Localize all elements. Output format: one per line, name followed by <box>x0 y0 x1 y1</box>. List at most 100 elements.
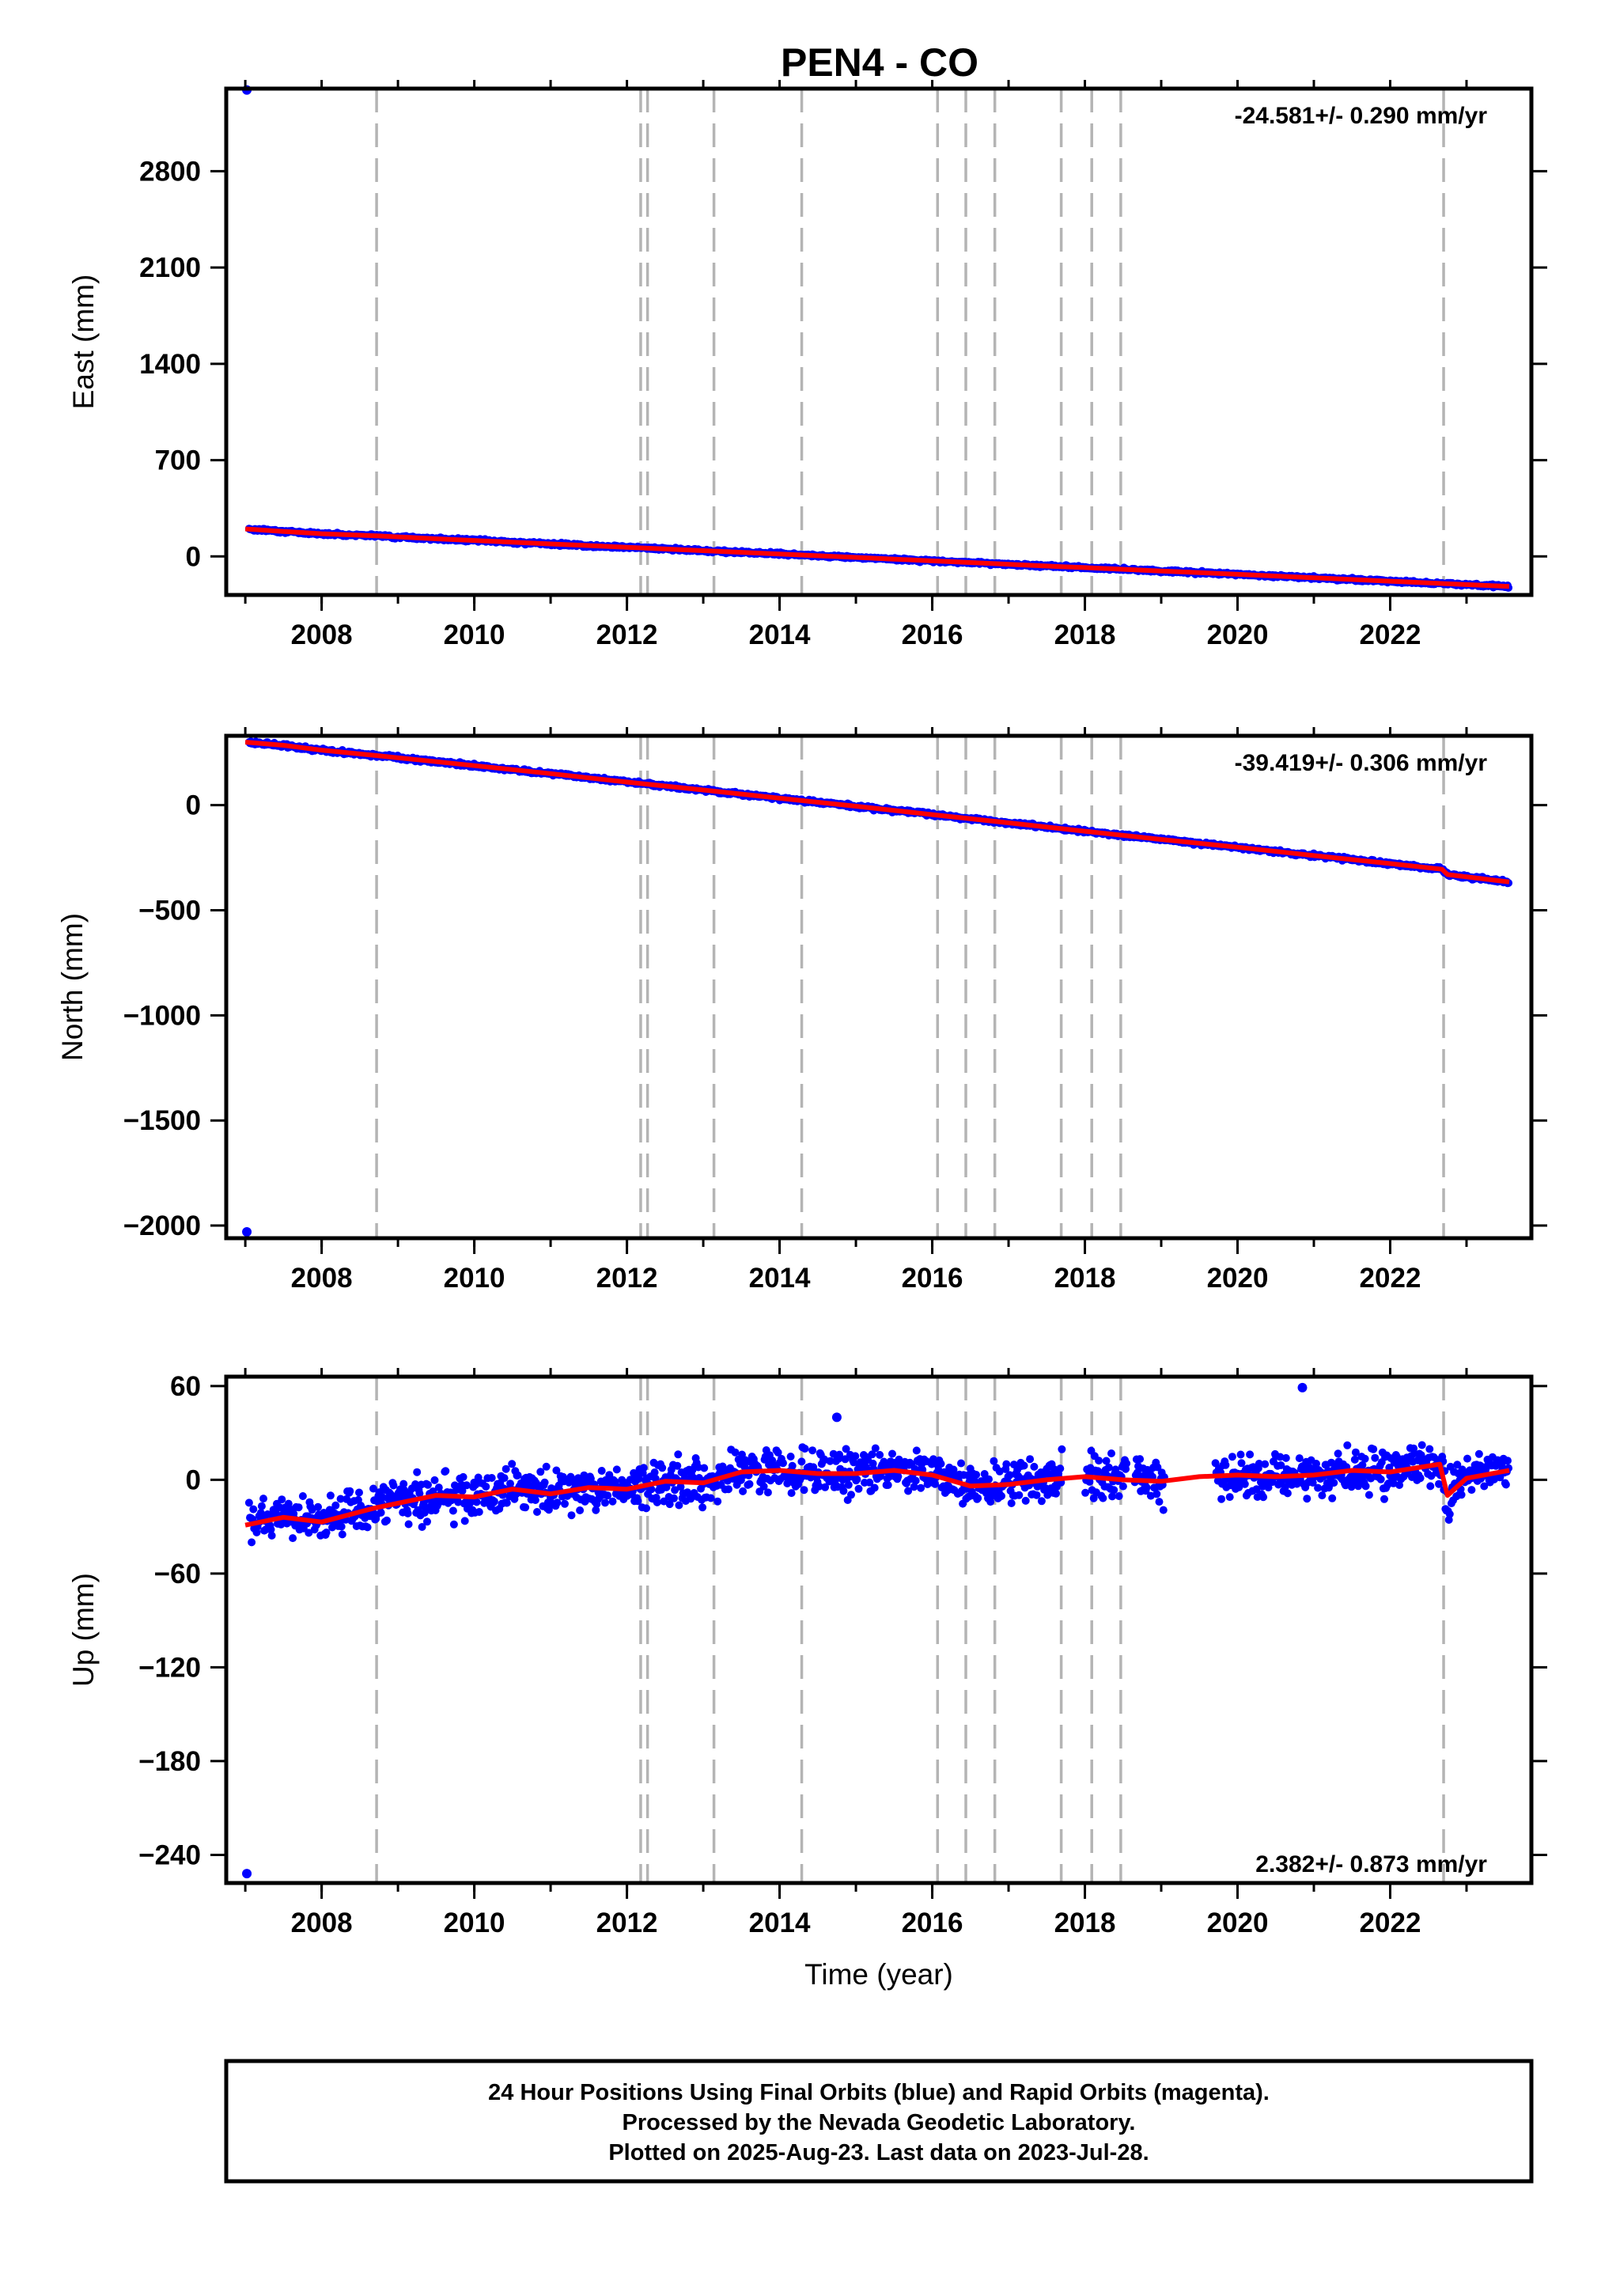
data-point <box>1122 1459 1131 1468</box>
x-tick-label: 2020 <box>1207 619 1269 650</box>
data-point <box>1155 1498 1164 1506</box>
data-point <box>676 1483 685 1491</box>
data-point <box>671 1486 679 1495</box>
data-point <box>513 1471 522 1480</box>
data-point <box>1425 1445 1434 1453</box>
x-tick-label: 2018 <box>1054 1908 1116 1938</box>
data-point <box>460 1517 469 1525</box>
y-tick-label: 0 <box>186 1464 201 1495</box>
x-tick-label: 2016 <box>902 1908 963 1938</box>
data-point <box>1389 1479 1398 1487</box>
data-point <box>1281 1483 1289 1491</box>
data-point <box>1015 1491 1024 1499</box>
data-point <box>536 1468 545 1476</box>
data-point <box>567 1511 576 1520</box>
data-point <box>604 1491 612 1500</box>
data-point <box>500 1474 509 1483</box>
data-point <box>931 1480 940 1488</box>
data-point <box>868 1450 876 1459</box>
data-point <box>842 1445 850 1453</box>
data-point <box>698 1503 707 1512</box>
data-point <box>363 1523 372 1532</box>
data-point <box>1343 1441 1352 1449</box>
data-point <box>284 1499 293 1508</box>
outlier-point <box>242 1227 252 1237</box>
data-point <box>1107 1449 1115 1457</box>
data-point <box>1030 1462 1039 1471</box>
data-point <box>1225 1493 1234 1502</box>
data-point <box>853 1475 861 1483</box>
data-point <box>972 1471 981 1479</box>
data-point <box>1246 1450 1255 1459</box>
data-point <box>1501 1480 1510 1489</box>
data-point <box>454 1498 463 1506</box>
data-point <box>876 1450 884 1459</box>
data-point <box>338 1530 346 1539</box>
y-tick-label: 60 <box>170 1371 201 1402</box>
data-point <box>404 1520 413 1529</box>
data-point <box>531 1496 539 1504</box>
data-point <box>586 1474 595 1483</box>
y-tick-label: −180 <box>138 1746 201 1777</box>
data-point <box>1085 1477 1094 1486</box>
data-point <box>553 1498 562 1507</box>
data-point <box>508 1460 517 1468</box>
x-tick-label: 2010 <box>444 1908 505 1938</box>
data-point <box>673 1461 682 1470</box>
data-point <box>665 1500 674 1509</box>
data-point <box>658 1464 667 1472</box>
data-point <box>912 1446 921 1455</box>
data-point <box>1032 1491 1041 1499</box>
x-tick-label: 2020 <box>1207 1263 1269 1294</box>
data-point <box>949 1465 958 1474</box>
footer-line-1: 24 Hour Positions Using Final Orbits (bl… <box>488 2080 1270 2105</box>
data-point <box>971 1477 978 1485</box>
data-point <box>383 1516 391 1525</box>
x-tick-label: 2014 <box>749 619 811 650</box>
data-point <box>1020 1461 1028 1470</box>
data-point <box>1276 1453 1285 1461</box>
data-point <box>1252 1485 1261 1494</box>
velocity-label: -24.581+/- 0.290 mm/yr <box>1235 103 1488 129</box>
data-point <box>1334 1449 1342 1458</box>
data-point <box>601 1498 609 1507</box>
plot-frame <box>224 86 1534 597</box>
data-point <box>719 1464 728 1473</box>
model-fit-line <box>244 1461 1510 1528</box>
data-point <box>675 1501 683 1510</box>
data-point <box>1052 1489 1060 1498</box>
data-point <box>1099 1494 1107 1502</box>
data-point <box>278 1495 286 1504</box>
data-point <box>540 1478 549 1487</box>
data-point <box>423 1517 431 1526</box>
outlier-point <box>242 1869 252 1879</box>
east-panel: 2008 2010 2012 2014 2016 2018 2020 2022 0 700 1400… <box>67 80 1547 650</box>
data-point <box>1281 1453 1290 1462</box>
x-tick-label: 2018 <box>1054 619 1116 650</box>
data-point <box>1240 1480 1249 1488</box>
x-tick-label: 2020 <box>1207 1908 1269 1938</box>
data-point <box>1354 1482 1363 1491</box>
data-point <box>815 1482 823 1491</box>
data-point <box>687 1495 695 1503</box>
footer-box: 24 Hour Positions Using Final Orbits (bl… <box>224 2059 1534 2184</box>
data-point <box>1328 1494 1337 1502</box>
data-point <box>336 1495 345 1503</box>
data-point <box>995 1467 1004 1476</box>
data-point <box>985 1475 993 1483</box>
data-point <box>502 1498 511 1507</box>
data-point <box>458 1487 467 1495</box>
data-point <box>1221 1461 1230 1469</box>
data-point <box>561 1499 569 1508</box>
y-tick-label: −240 <box>138 1839 201 1870</box>
x-tick-label: 2012 <box>596 1908 658 1938</box>
data-point <box>634 1497 642 1506</box>
data-point <box>424 1480 432 1489</box>
data-point <box>533 1508 541 1516</box>
data-point <box>854 1484 863 1493</box>
y-tick-label: −500 <box>138 896 201 926</box>
data-point <box>786 1453 795 1461</box>
x-tick-label: 2022 <box>1360 1908 1421 1938</box>
data-point <box>1037 1497 1046 1506</box>
data-point <box>418 1523 426 1531</box>
